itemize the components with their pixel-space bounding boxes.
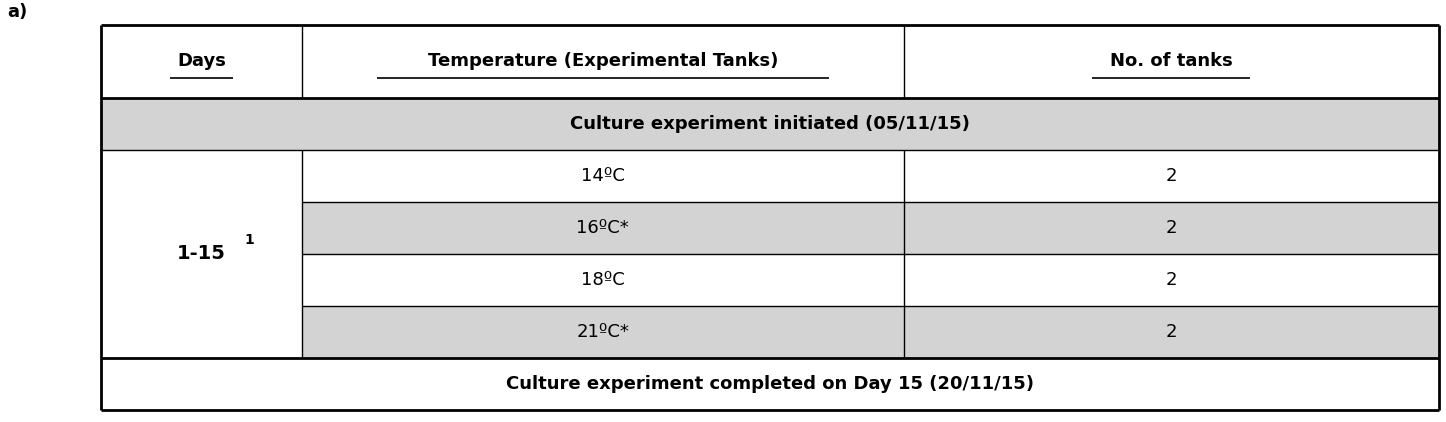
Bar	[101, 97, 1439, 149]
Text: a): a)	[7, 3, 27, 21]
Text: No. of tanks: No. of tanks	[1111, 52, 1232, 70]
Bar	[101, 357, 1439, 410]
Text: 16ºC*: 16ºC*	[577, 219, 629, 237]
Text: 18ºC: 18ºC	[581, 271, 625, 289]
Text: 14ºC: 14ºC	[581, 167, 625, 184]
Bar	[101, 25, 1439, 97]
Bar	[101, 306, 302, 357]
Text: 2: 2	[1165, 219, 1177, 237]
Text: 2: 2	[1165, 271, 1177, 289]
Bar	[101, 149, 302, 202]
Bar	[101, 306, 1439, 357]
Text: 1: 1	[244, 233, 254, 247]
Bar	[101, 149, 1439, 202]
Text: Culture experiment completed on Day 15 (20/11/15): Culture experiment completed on Day 15 (…	[506, 375, 1034, 392]
Text: Culture experiment initiated (05/11/15): Culture experiment initiated (05/11/15)	[570, 115, 970, 133]
Text: Temperature (Experimental Tanks): Temperature (Experimental Tanks)	[428, 52, 778, 70]
Bar	[101, 202, 1439, 254]
Bar	[101, 254, 1439, 306]
Text: 1-15: 1-15	[176, 244, 226, 263]
Text: 2: 2	[1165, 167, 1177, 184]
Text: Days: Days	[176, 52, 226, 70]
Bar	[101, 254, 302, 306]
Text: 2: 2	[1165, 322, 1177, 341]
Text: 21ºC*: 21ºC*	[577, 322, 629, 341]
Bar	[101, 202, 302, 254]
